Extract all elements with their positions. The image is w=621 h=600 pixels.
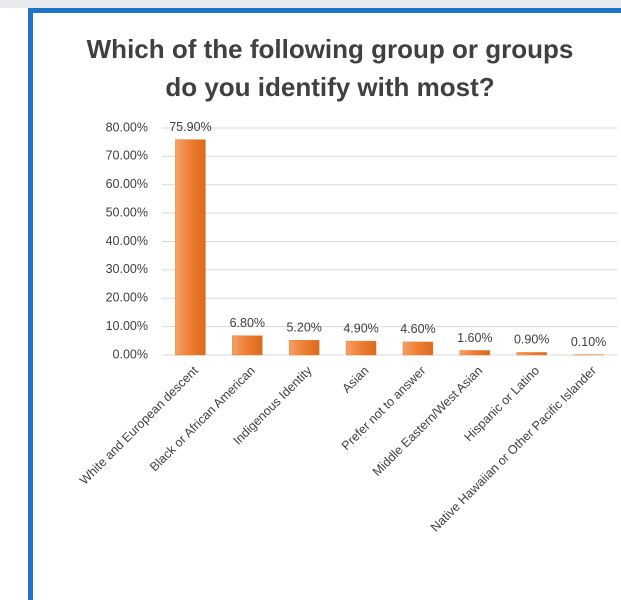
y-tick-label: 10.00% [106,319,148,333]
top-strip [0,0,621,8]
bar [232,335,263,356]
y-tick-label: 40.00% [106,234,148,248]
y-tick-label: 60.00% [106,177,148,191]
y-tick-label: 30.00% [106,262,148,276]
frame-left [28,8,33,600]
data-label: 75.90% [169,120,211,134]
y-tick-label: 50.00% [106,205,148,219]
data-label: 0.10% [571,335,606,349]
data-label: 0.90% [514,333,549,347]
chart-title: Which of the following group or groups d… [86,34,574,102]
y-tick-label: 20.00% [106,291,148,305]
bar [288,339,320,356]
x-tick-label: Black or African American [147,364,258,475]
bar [516,352,547,356]
x-tick-label: Middle Eastern/West Asian [370,364,485,479]
x-tick-label: White and European descent [77,363,201,487]
y-tick-label: 0.00% [113,347,148,361]
data-label: 5.20% [286,321,321,335]
bar [402,341,434,356]
y-tick-label: 80.00% [106,120,148,134]
data-label: 4.60% [400,322,435,336]
bar [459,350,491,356]
data-label: 1.60% [457,331,492,345]
bar [175,139,206,356]
bar [345,340,377,356]
data-label: 6.80% [230,316,265,330]
frame-top [28,8,621,13]
y-tick-label: 70.00% [106,149,148,163]
x-tick-label: Asian [339,364,371,396]
data-label: 4.90% [343,321,378,335]
